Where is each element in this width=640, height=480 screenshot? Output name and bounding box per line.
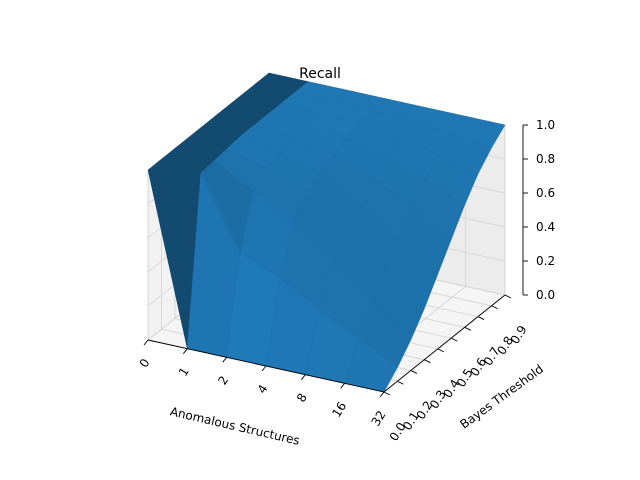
z-tick-label: 0.2 (536, 254, 555, 268)
x-tick-mark (340, 383, 346, 389)
axis-lines (143, 124, 528, 398)
x-axis-label: Anomalous Structures (169, 404, 301, 447)
z-tick-label: 1.0 (536, 118, 555, 132)
chart-title: Recall (299, 66, 341, 82)
x-tick-mark (182, 348, 188, 354)
y-tick-mark (437, 348, 444, 353)
x-tick-label: 4 (255, 382, 271, 396)
y-tick-mark (504, 294, 512, 299)
x-tick-mark (261, 365, 267, 372)
x-tick-label: 8 (294, 391, 310, 405)
y-tick-mark (410, 370, 418, 374)
z-tick-label: 0.4 (536, 220, 555, 234)
x-tick-label: 0 (137, 356, 153, 370)
z-tick-label: 0.6 (536, 186, 555, 200)
y-tick-mark (477, 316, 485, 320)
surface-mesh (147, 72, 506, 393)
z-tick-label: 0.0 (536, 288, 555, 302)
y-axis-line (383, 294, 506, 393)
z-tick-label: 0.8 (536, 152, 555, 166)
x-tick-label: 1 (176, 365, 192, 379)
y-tick-mark (491, 305, 498, 310)
y-tick-mark (424, 359, 431, 364)
x-tick-mark (222, 357, 228, 363)
y-tick-mark (464, 326, 471, 331)
x-tick-mark (379, 391, 385, 398)
y-tick-mark (397, 380, 404, 385)
x-tick-label: 16 (329, 399, 349, 419)
x-tick-label: 32 (369, 408, 389, 428)
x-tick-mark (143, 339, 149, 346)
x-tick-mark (300, 374, 306, 380)
y-tick-mark (451, 337, 458, 342)
y-tick-mark (383, 391, 391, 396)
x-tick-label: 2 (215, 373, 231, 387)
